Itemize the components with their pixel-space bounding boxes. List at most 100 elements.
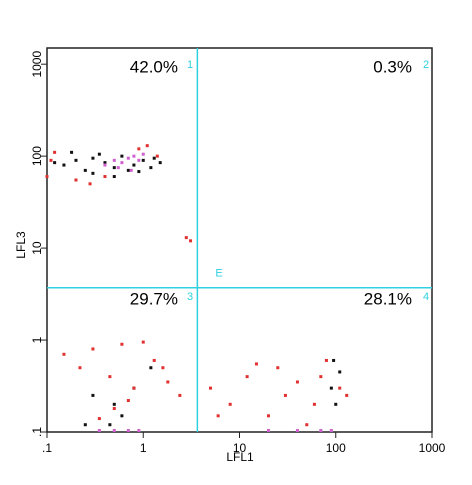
dot <box>97 429 101 432</box>
dot <box>126 429 130 432</box>
dot <box>74 178 78 182</box>
dot <box>319 375 323 379</box>
dot <box>91 156 95 160</box>
y-tick-label: 1000 <box>30 51 44 78</box>
dot <box>338 386 342 390</box>
quadrant-percent: 0.3% <box>373 57 412 76</box>
dot <box>83 423 87 427</box>
dot <box>216 414 220 418</box>
quadrant-number: 2 <box>423 59 429 71</box>
dot <box>319 429 323 432</box>
x-tick-label: 1 <box>140 441 147 455</box>
quadrant-percent: 28.1% <box>364 289 412 308</box>
dot <box>120 342 124 346</box>
dot <box>283 393 287 397</box>
dot <box>49 158 53 162</box>
dot <box>112 407 116 411</box>
y-tick-label: 10 <box>30 241 44 255</box>
dot <box>108 375 112 379</box>
dot <box>112 158 116 162</box>
plot-frame <box>46 47 433 433</box>
dot <box>189 239 193 243</box>
dot <box>329 429 333 432</box>
dot <box>141 152 145 156</box>
dot <box>137 429 141 432</box>
dot <box>338 370 342 374</box>
dot <box>112 402 116 406</box>
dot <box>137 170 141 174</box>
dot <box>97 152 101 156</box>
dot <box>295 380 299 384</box>
dot <box>112 429 116 432</box>
dot <box>149 166 153 170</box>
quadrant-percent: 42.0% <box>130 57 178 76</box>
quadrant-number: 4 <box>423 291 429 303</box>
dot <box>295 429 299 432</box>
gate-label: E <box>215 268 222 280</box>
dot <box>112 166 116 170</box>
dot <box>305 423 309 427</box>
y-tick-label: .1 <box>30 427 44 437</box>
dot <box>158 161 162 165</box>
dot <box>91 171 95 175</box>
dot <box>88 182 92 186</box>
dot <box>161 366 165 370</box>
x-tick-label: 10 <box>233 441 247 455</box>
x-axis-label: LFL1 <box>226 450 254 464</box>
y-tick-label: 100 <box>30 146 44 166</box>
dot <box>74 158 78 162</box>
x-tick-label: 1000 <box>419 441 446 455</box>
dot <box>184 236 188 240</box>
dot <box>91 393 95 397</box>
dot <box>152 156 156 160</box>
dot <box>78 366 82 370</box>
quadrant-number: 3 <box>187 291 193 303</box>
dot <box>137 147 141 151</box>
dot <box>332 358 336 362</box>
dot <box>155 154 159 158</box>
y-tick-label: 1 <box>30 336 44 343</box>
x-tick-label: .1 <box>42 441 52 455</box>
dot <box>108 423 112 427</box>
dot <box>91 347 95 351</box>
dot <box>324 358 328 362</box>
dot <box>266 429 270 432</box>
dot <box>149 366 153 370</box>
dot <box>266 414 270 418</box>
dot <box>126 156 130 160</box>
dot <box>62 163 66 167</box>
dot <box>53 150 57 154</box>
dot <box>62 352 66 356</box>
dot <box>45 175 49 179</box>
dot <box>83 168 87 172</box>
dot <box>116 166 120 170</box>
dot <box>53 161 57 165</box>
dot <box>112 175 116 179</box>
dot <box>129 168 133 172</box>
dot <box>245 375 249 379</box>
dot <box>276 366 280 370</box>
dot <box>329 386 333 390</box>
dot <box>103 161 107 165</box>
dot <box>126 399 130 403</box>
dot <box>97 417 101 421</box>
dot <box>120 414 124 418</box>
dot <box>103 175 107 179</box>
dot <box>152 358 156 362</box>
x-tick-label: 100 <box>326 441 346 455</box>
dot <box>345 393 349 397</box>
dot <box>132 154 136 158</box>
dot <box>141 340 145 344</box>
dot <box>228 402 232 406</box>
quadrant-number: 1 <box>187 59 193 71</box>
dot <box>132 386 136 390</box>
dot <box>120 161 124 165</box>
dot <box>137 158 141 162</box>
dot <box>166 380 170 384</box>
dot <box>145 144 149 148</box>
dot <box>334 402 338 406</box>
dot <box>103 163 107 167</box>
dot <box>141 158 145 162</box>
y-axis-label: LFL3 <box>14 231 28 259</box>
